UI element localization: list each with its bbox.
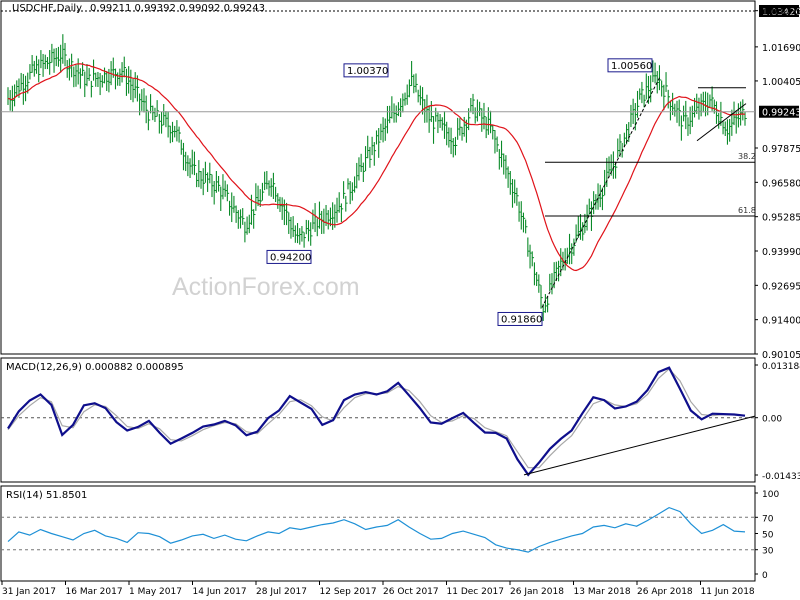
rsi-title: RSI(14) 51.8501 <box>6 490 87 501</box>
current-price-label: 0.99243 <box>762 108 800 119</box>
current-price-marker <box>759 105 799 118</box>
macd-title: MACD(12,26,9) 0.000882 0.000895 <box>6 362 184 373</box>
price-callout-box <box>266 249 312 264</box>
rsi-line <box>7 506 746 553</box>
price-callout-box <box>607 58 653 73</box>
watermark: ActionForex.com <box>172 273 360 301</box>
price-axis-tick-label: 0.91400 <box>762 316 800 327</box>
date-axis-tick-label: 26 Oct 2017 <box>383 587 439 597</box>
date-axis-tick-label: 12 Sep 2017 <box>320 587 377 597</box>
price-axis-tick-label: 1.03055 <box>762 7 800 18</box>
date-axis-tick-label: 28 Jul 2017 <box>256 587 307 597</box>
fib-level-label: 38.2 <box>738 152 756 161</box>
price-axis-tick-label: 0.96580 <box>762 178 800 189</box>
price-axis-tick-label: 0.95285 <box>762 213 800 224</box>
price-axis-tick-label: 0.97875 <box>762 144 800 155</box>
date-axis-tick-label: 14 Jun 2017 <box>193 587 247 597</box>
rsi-axis-tick-label: 50 <box>762 531 774 541</box>
price-callout-label: 1.00560 <box>611 61 652 72</box>
price-axis-tick-label: 0.90105 <box>762 350 800 361</box>
price-callout-box <box>343 63 389 78</box>
rsi-axis-tick-label: 70 <box>762 514 774 524</box>
date-axis-tick-label: 1 May 2017 <box>129 587 182 597</box>
watermark-layer: ActionForex.com <box>172 273 360 301</box>
price-layer: 0.99243 <box>1 10 800 321</box>
date-axis-tick-label: 11 Dec 2017 <box>447 587 505 597</box>
price-axis-tick-label: 1.03420 <box>762 7 800 18</box>
projection-trend-line <box>541 76 661 308</box>
price-axis-tick-label: 1.01690 <box>762 43 800 54</box>
top-price-marker <box>759 5 799 17</box>
price-callout-label: 0.94200 <box>270 252 311 263</box>
moving-average-line <box>7 63 746 272</box>
fib-level-label: 61.8 <box>738 206 756 215</box>
ohlc-label: 0.99211 0.99392 0.99092 0.99243 <box>90 3 265 14</box>
symbol-label: USDCHF,Daily <box>12 3 82 14</box>
rsi-axis-tick-label: 30 <box>762 547 774 557</box>
macd-axis-tick-label: 0.00 <box>762 415 782 425</box>
rsi-layer <box>1 506 755 553</box>
macd-axis-tick-label: -0.014339 <box>762 472 800 482</box>
date-axis-tick-label: 13 Mar 2018 <box>574 587 631 597</box>
date-axis-tick-label: 31 Jan 2017 <box>2 587 56 597</box>
date-axis-tick-label: 16 Mar 2017 <box>66 587 123 597</box>
macd-layer <box>1 366 756 477</box>
rsi-axis-tick-label: 0 <box>762 571 768 581</box>
macd-line <box>7 366 746 477</box>
triangle-lower-trend-line <box>696 103 747 142</box>
price-axis-tick-label: 0.93990 <box>762 247 800 258</box>
rsi-axis-tick-label: 100 <box>762 490 779 500</box>
price-callout-box <box>497 311 543 326</box>
date-axis-tick-label: 11 Jun 2018 <box>701 587 755 597</box>
price-callout-label: 1.00370 <box>347 66 388 77</box>
date-axis-tick-label: 26 Apr 2018 <box>637 587 693 597</box>
price-axis-tick-label: 0.92695 <box>762 281 800 292</box>
macd-axis-tick-label: 0.013184 <box>762 362 800 372</box>
annotation-layer: 1.00370 0.94200 1.00560 0.91860 38.2 61.8 <box>266 58 756 326</box>
price-callout-label: 0.91860 <box>501 314 542 325</box>
date-axis-tick-label: 26 Jan 2018 <box>510 587 564 597</box>
price-axis-tick-label: 1.00405 <box>762 77 800 88</box>
macd-trend-line <box>523 415 756 476</box>
macd-panel-frame <box>0 357 756 483</box>
price-panel-frame <box>0 0 756 355</box>
